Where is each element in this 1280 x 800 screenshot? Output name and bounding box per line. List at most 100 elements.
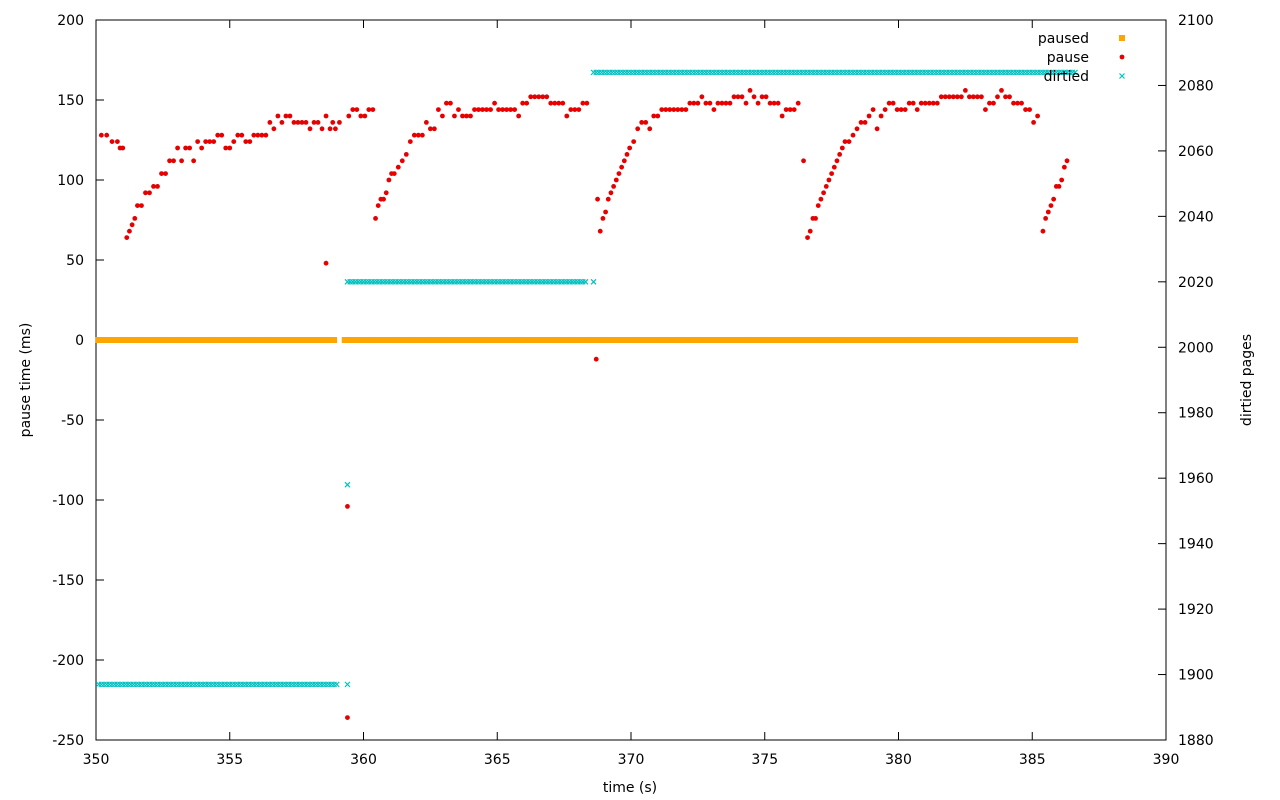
- series-dirtied: [95, 69, 1078, 688]
- pause-point: [747, 88, 753, 93]
- pause-point: [1011, 100, 1016, 106]
- pause-point: [597, 228, 603, 234]
- pause-point: [520, 100, 526, 106]
- pause-point: [1040, 228, 1046, 234]
- pause-point: [1023, 107, 1028, 112]
- pause-point: [906, 100, 912, 106]
- pause-point: [842, 139, 848, 145]
- pause-point: [874, 126, 880, 132]
- pause-point: [576, 107, 582, 112]
- pause-point: [548, 100, 554, 106]
- pause-point: [345, 715, 350, 720]
- pause-point: [755, 100, 761, 106]
- y-tick-label: -200: [52, 653, 84, 669]
- y-tick-label: 0: [75, 333, 84, 349]
- pause-point: [251, 132, 257, 138]
- pause-point: [528, 94, 534, 100]
- y2-tick-label: 2020: [1178, 275, 1214, 291]
- pause-point: [858, 120, 864, 125]
- x-tick-label: 365: [484, 752, 511, 768]
- pause-point: [235, 132, 241, 138]
- y2-tick-label: 2060: [1178, 144, 1214, 160]
- y2-tick-label: 2080: [1178, 78, 1214, 94]
- paused-point: [1072, 337, 1079, 343]
- pause-point: [926, 100, 932, 106]
- pause-point: [167, 158, 172, 164]
- pause-point: [423, 120, 429, 125]
- pause-point: [727, 100, 733, 106]
- pause-point: [215, 132, 221, 138]
- pause-point: [315, 120, 321, 125]
- pause-point: [795, 100, 801, 106]
- pause-point: [651, 113, 657, 119]
- pause-point: [837, 152, 843, 157]
- pause-point: [540, 94, 546, 100]
- pause-point: [407, 139, 413, 145]
- pause-point: [975, 94, 980, 100]
- pause-point: [98, 132, 104, 138]
- y-tick-label: 100: [57, 173, 84, 189]
- pause-point: [711, 107, 717, 112]
- pause-point: [971, 94, 976, 100]
- pause-point: [995, 94, 1000, 100]
- pause-point: [829, 171, 835, 177]
- pause-point: [375, 203, 381, 209]
- pause-point: [337, 120, 342, 125]
- pause-point: [267, 120, 273, 125]
- pause-point: [456, 107, 461, 112]
- pause-point: [171, 158, 176, 164]
- x-tick-label: 390: [1153, 752, 1180, 768]
- pause-point: [472, 107, 477, 112]
- pause-point: [247, 139, 253, 145]
- pause-point: [801, 158, 806, 164]
- pause-point: [934, 100, 940, 106]
- pause-point: [512, 107, 518, 112]
- y2-tick-label: 2040: [1178, 209, 1214, 225]
- pause-point: [440, 113, 445, 119]
- pause-point: [431, 126, 437, 132]
- pause-point: [135, 203, 140, 209]
- pause-point: [751, 94, 757, 100]
- pause-point: [878, 113, 884, 119]
- pause-point: [1064, 158, 1070, 164]
- pause-point: [508, 107, 514, 112]
- x-tick-label: 385: [1019, 752, 1046, 768]
- pause-point: [942, 94, 948, 100]
- pause-point: [930, 100, 936, 106]
- pause-point: [307, 126, 313, 132]
- pause-point: [580, 100, 586, 106]
- pause-point: [695, 100, 701, 106]
- pause-point: [333, 126, 338, 132]
- pause-point: [395, 164, 401, 170]
- legend-marker-dirtied: [1119, 73, 1125, 79]
- pause-point: [767, 100, 773, 106]
- pause-point: [564, 113, 570, 119]
- x-tick-label: 360: [350, 752, 377, 768]
- pause-point: [496, 107, 501, 112]
- y-axis-label: pause time (ms): [18, 323, 34, 438]
- pause-point: [464, 113, 469, 119]
- pause-point: [715, 100, 721, 106]
- pause-point: [243, 139, 249, 145]
- pause-point: [239, 132, 245, 138]
- pause-point: [199, 145, 205, 151]
- pause-point: [958, 94, 964, 100]
- pause-point: [731, 94, 737, 100]
- pause-point: [870, 107, 876, 112]
- pause-point: [624, 152, 630, 157]
- pause-point: [391, 171, 397, 177]
- pause-point: [679, 107, 685, 112]
- pause-point: [151, 184, 156, 189]
- pause-point: [195, 139, 201, 145]
- x-tick-label: 355: [216, 752, 243, 768]
- pause-point: [1051, 196, 1057, 202]
- pause-point: [311, 120, 317, 125]
- pause-point: [826, 177, 832, 183]
- pause-point: [175, 145, 180, 151]
- pause-point: [572, 107, 578, 112]
- pause-point: [675, 107, 681, 112]
- pause-point: [1043, 216, 1049, 221]
- pause-point: [723, 100, 729, 106]
- pause-point: [386, 177, 392, 183]
